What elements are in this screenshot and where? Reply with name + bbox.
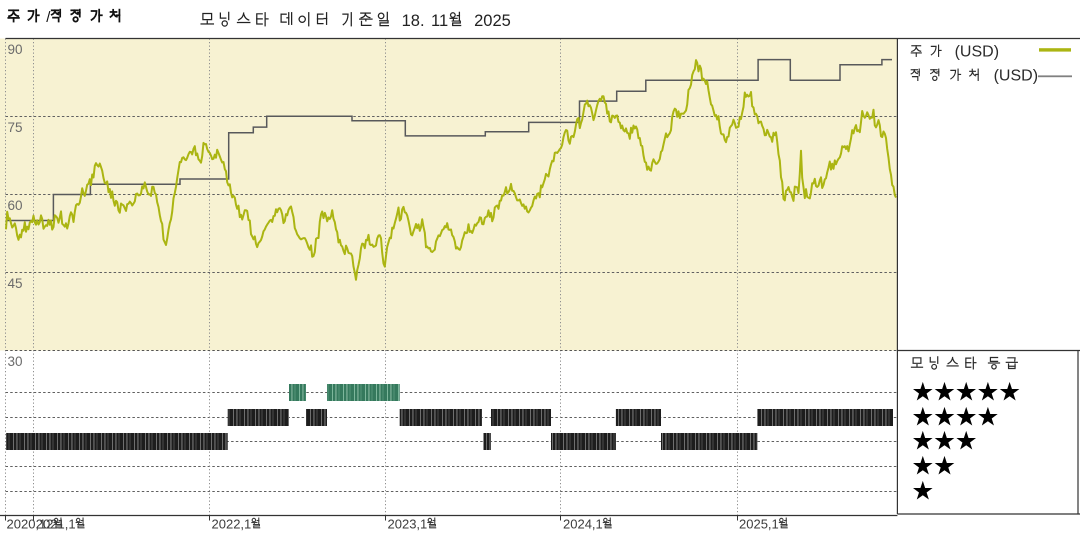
svg-text:(USD): (USD) <box>955 44 999 61</box>
svg-text:75: 75 <box>8 120 23 135</box>
svg-text:60: 60 <box>8 198 23 213</box>
svg-text:2021,1: 2021,1 <box>36 516 76 531</box>
svg-text:18.: 18. <box>402 12 425 30</box>
svg-text:30: 30 <box>8 354 23 369</box>
svg-text:2023,1: 2023,1 <box>388 516 428 531</box>
svg-text:90: 90 <box>8 42 23 57</box>
svg-text:2024,1: 2024,1 <box>563 516 603 531</box>
svg-text:2025,1: 2025,1 <box>739 516 779 531</box>
svg-text:(USD): (USD) <box>994 68 1038 85</box>
svg-text:11: 11 <box>431 12 448 30</box>
svg-text:2022,1: 2022,1 <box>212 516 252 531</box>
svg-text:2025: 2025 <box>474 12 511 30</box>
svg-text:2020,12: 2020,12 <box>7 516 54 531</box>
svg-text:45: 45 <box>8 276 23 291</box>
svg-text:/: / <box>46 9 51 26</box>
